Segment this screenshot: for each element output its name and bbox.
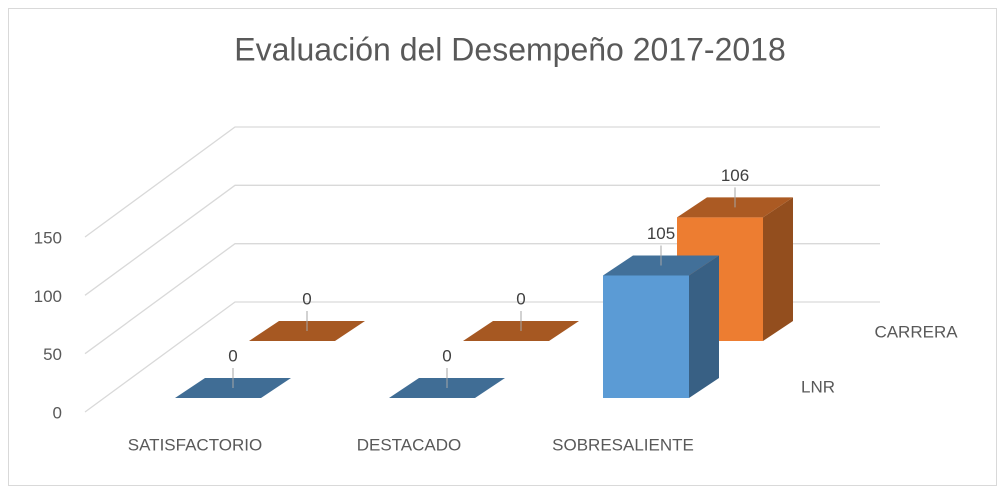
data-label: 105	[647, 224, 675, 243]
x-tick-label: SOBRESALIENTE	[552, 435, 694, 454]
y-tick-label: 50	[43, 345, 62, 364]
grid-line	[84, 184, 880, 296]
y-tick-label: 150	[34, 228, 62, 247]
chart-title: Evaluación del Desempeño 2017-2018	[234, 31, 786, 67]
data-label: 0	[228, 346, 237, 365]
x-tick-label: SATISFACTORIO	[128, 435, 262, 454]
chart-border	[8, 8, 997, 486]
x-tick-label: DESTACADO	[357, 435, 462, 454]
data-label: 0	[516, 289, 525, 308]
grid-line	[84, 243, 880, 355]
bar-side	[763, 197, 793, 341]
series-label: LNR	[801, 377, 835, 396]
bar	[603, 255, 719, 398]
series-label: CARRERA	[874, 322, 958, 341]
grid-line	[84, 126, 880, 238]
y-tick-label: 100	[34, 287, 62, 306]
data-label: 0	[442, 346, 451, 365]
bar-front	[603, 275, 689, 398]
bar-side	[689, 255, 719, 398]
data-label: 0	[302, 289, 311, 308]
y-tick-label: 0	[53, 403, 62, 422]
data-label: 106	[721, 166, 749, 185]
